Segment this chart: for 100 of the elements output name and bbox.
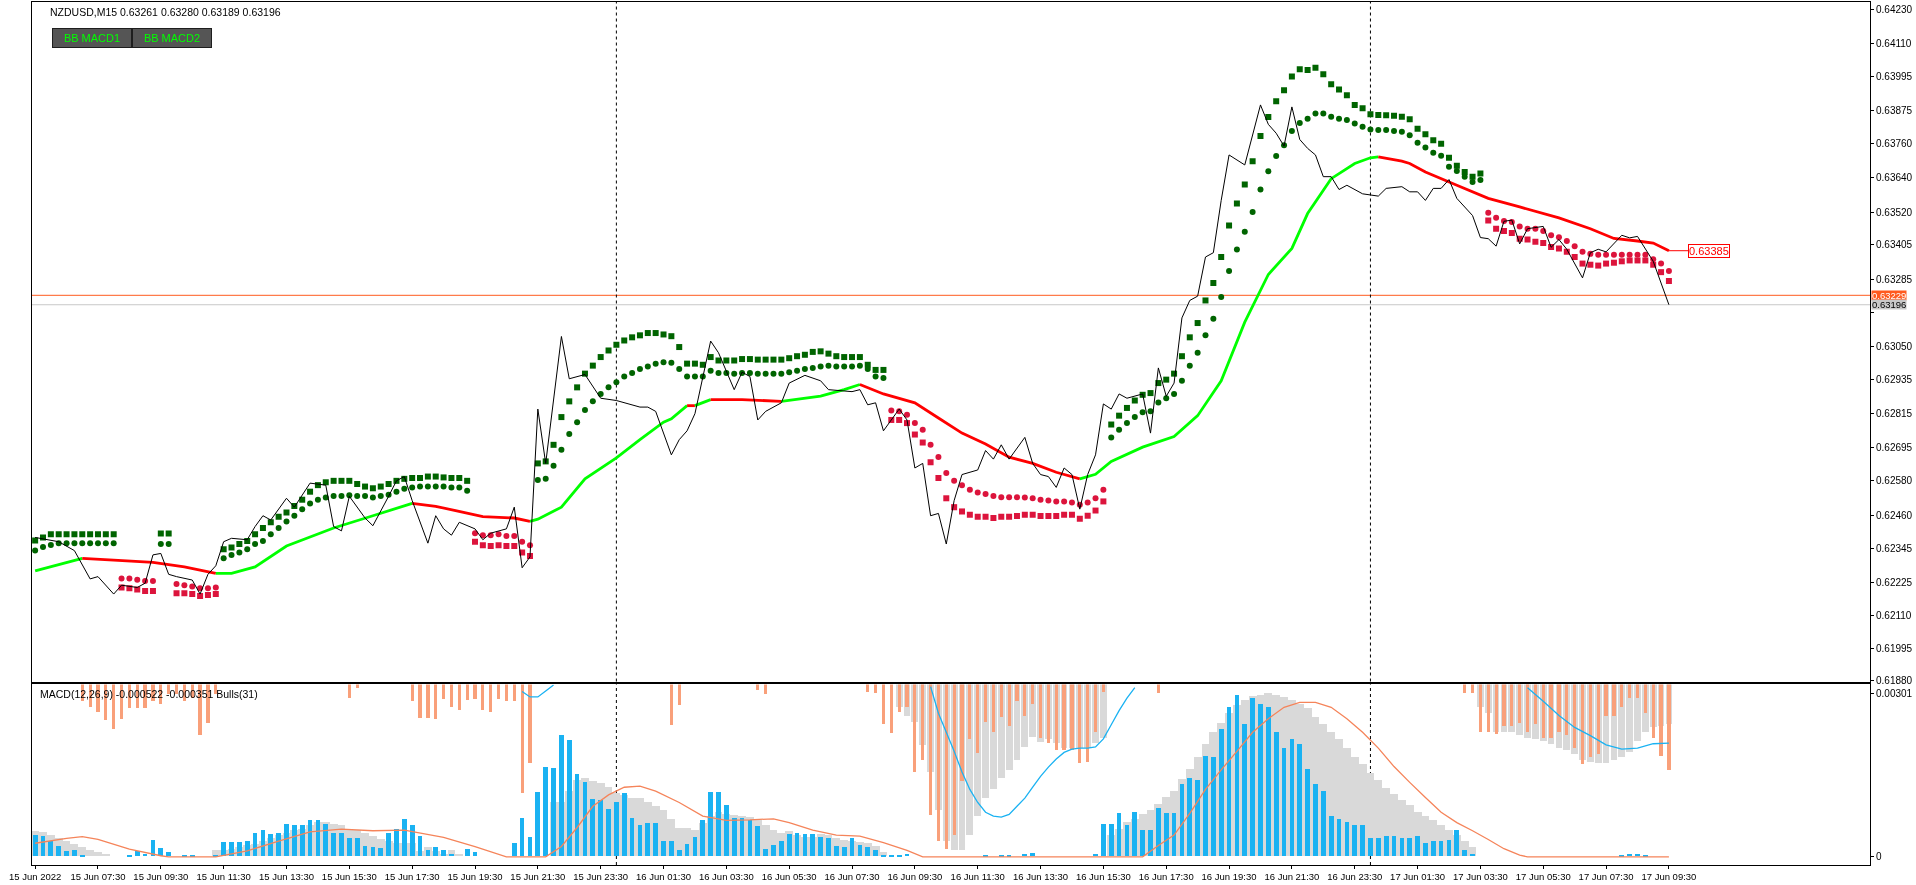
bar [331,833,336,857]
bar [1628,684,1631,699]
line-series [929,685,1136,818]
line-series [34,701,1670,858]
bar [433,847,438,857]
y-tick-label: 0.62695 [1876,442,1913,454]
y-tick-label: 0.63760 [1876,138,1913,150]
bar [1023,684,1026,717]
bar [1502,684,1506,727]
bar [1203,756,1208,857]
bar [1345,822,1349,857]
bar [1022,854,1027,857]
bar [441,850,446,857]
bar [458,684,461,711]
bar [348,684,351,699]
bar [1235,695,1239,857]
bar [378,848,383,857]
line-series [1526,687,1670,750]
bar [528,837,532,857]
bar [1368,838,1373,857]
bar [708,792,713,857]
bar [937,684,940,842]
x-tick-label: 17 Jun 07:30 [1578,871,1634,883]
bar [64,851,69,857]
bar [371,847,375,857]
bar [245,841,250,857]
line-series [528,404,689,523]
y-tick-label: 0.63405 [1876,239,1913,251]
bar [1093,854,1098,857]
bar [473,852,477,857]
bar [1274,732,1279,857]
bar [80,855,85,858]
bar [112,684,115,730]
bar [638,825,642,857]
bar [402,819,407,857]
bar [1015,684,1019,702]
bar [1047,684,1050,744]
bar [1321,791,1326,857]
bar [1392,836,1396,857]
bar [410,825,415,857]
bar [1039,684,1042,739]
bar [763,849,768,857]
bar [284,824,289,857]
bar [873,850,878,857]
bar [1597,684,1600,755]
bar [151,840,155,857]
bar [418,684,422,719]
bar [653,823,658,857]
bar [253,833,257,857]
line-series [214,502,414,575]
annotation: BB MACD1 [63,32,121,44]
bar [1008,684,1011,727]
bar [678,684,681,706]
bar [1109,824,1114,857]
bar [1612,684,1616,717]
bar [669,841,674,857]
bar [645,823,650,857]
line-series [779,383,862,403]
bar [1078,684,1081,764]
bar [889,855,894,858]
bar [1439,841,1443,857]
line-series [1078,155,1380,481]
bar [497,684,500,700]
y-tick-label: 0.62815 [1876,408,1913,420]
bar [1132,812,1137,857]
bar [229,842,234,857]
bar [300,825,305,857]
bar [567,740,572,857]
bar [968,684,971,740]
bar [1407,838,1412,857]
bar [575,774,579,857]
bar [724,805,729,857]
bar [1652,684,1655,739]
y-tick-label: 0.63640 [1876,172,1913,184]
line-series [858,383,1082,481]
bar [1644,684,1647,714]
line-series [521,684,555,698]
bar [1667,684,1671,771]
x-tick-label: 15 Jun 13:30 [259,871,314,883]
bar [984,684,987,723]
bar [426,684,430,719]
bar [929,684,932,816]
x-tick-label: 16 Jun 13:30 [1013,871,1069,883]
bar [1557,684,1561,733]
bar [1470,854,1475,857]
bar [33,835,38,857]
bar [418,836,422,857]
bar [1258,704,1263,857]
y-tick-label: 0.62460 [1876,509,1913,521]
bar [339,833,344,857]
bar [1031,684,1034,705]
bar [520,818,524,857]
x-tick-label: 16 Jun 07:30 [824,871,880,883]
bar [921,684,924,761]
bar [513,684,516,702]
bar [1329,816,1334,857]
y-tick-label: 0.62225 [1876,576,1913,588]
bar [465,849,470,857]
bar [913,684,916,773]
bar [1266,707,1271,857]
